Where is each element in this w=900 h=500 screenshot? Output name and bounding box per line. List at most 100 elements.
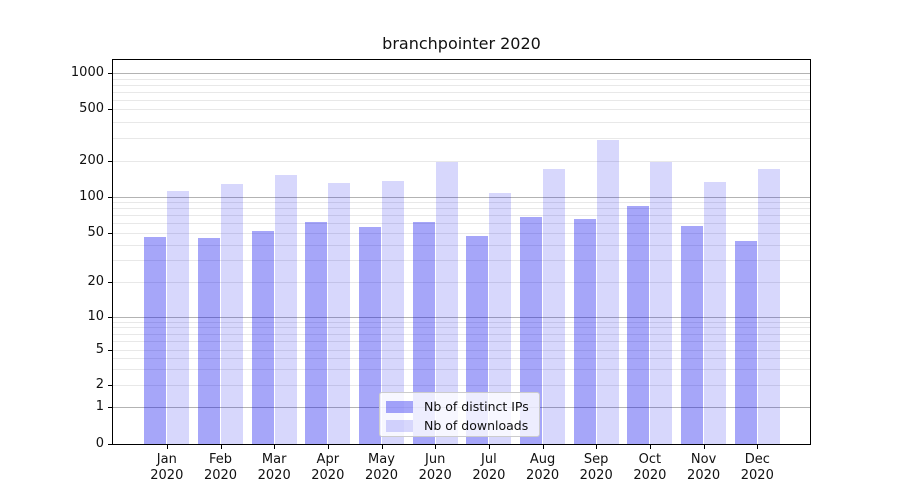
y-tick-200 bbox=[108, 161, 112, 162]
legend-label-downloads: Nb of downloads bbox=[424, 418, 529, 433]
y-tick-label-0: 0 bbox=[95, 436, 104, 451]
bar-downloads-nov bbox=[704, 181, 727, 444]
minor-gridline-800 bbox=[113, 84, 810, 86]
minor-gridline-5 bbox=[113, 349, 810, 351]
minor-gridline-7 bbox=[113, 333, 810, 335]
x-tick-year-apr: 2020 bbox=[311, 467, 345, 483]
x-tick-feb bbox=[220, 445, 222, 449]
y-tick-100 bbox=[108, 196, 112, 198]
y-tick-1 bbox=[108, 407, 112, 409]
x-tick-sep bbox=[596, 445, 598, 449]
x-tick-label-jul: Jul 2020 bbox=[459, 452, 519, 483]
minor-gridline-4 bbox=[113, 358, 810, 360]
bar-distinct-ips-apr bbox=[305, 221, 328, 444]
minor-gridline-600 bbox=[113, 99, 810, 101]
bar-downloads-apr bbox=[328, 182, 351, 444]
y-tick-label-500: 500 bbox=[79, 101, 104, 117]
x-tick-oct bbox=[649, 445, 651, 449]
minor-gridline-9 bbox=[113, 321, 810, 323]
x-tick-nov bbox=[703, 445, 705, 449]
x-tick-label-nov: Nov 2020 bbox=[674, 452, 734, 483]
minor-gridline-500 bbox=[113, 109, 810, 111]
x-tick-label-jun: Jun 2020 bbox=[405, 452, 465, 483]
y-tick-label-5: 5 bbox=[95, 341, 104, 357]
bar-downloads-jan bbox=[167, 190, 190, 444]
bar-downloads-may bbox=[382, 180, 404, 444]
x-tick-jun bbox=[435, 445, 437, 449]
minor-gridline-200 bbox=[113, 161, 810, 162]
x-tick-aug bbox=[542, 445, 544, 449]
x-tick-mar bbox=[274, 445, 276, 449]
x-tick-year-jan: 2020 bbox=[150, 467, 184, 483]
x-tick-label-aug: Aug 2020 bbox=[513, 452, 573, 483]
x-tick-year-aug: 2020 bbox=[526, 467, 560, 483]
x-tick-year-may: 2020 bbox=[364, 467, 399, 483]
bar-distinct-ips-feb bbox=[198, 238, 220, 444]
x-tick-apr bbox=[327, 445, 329, 449]
minor-gridline-50 bbox=[113, 232, 810, 234]
bar-distinct-ips-jun bbox=[412, 221, 435, 444]
y-tick-10 bbox=[108, 316, 112, 318]
x-tick-dec bbox=[757, 445, 759, 449]
bar-downloads-jul bbox=[489, 193, 512, 444]
bar-distinct-ips-dec bbox=[734, 240, 757, 444]
major-gridline-1000 bbox=[113, 73, 810, 75]
y-tick-label-100: 100 bbox=[79, 188, 104, 204]
x-tick-year-sep: 2020 bbox=[579, 467, 613, 483]
y-tick-label-10: 10 bbox=[87, 308, 104, 324]
minor-gridline-400 bbox=[113, 121, 810, 123]
bar-downloads-feb bbox=[221, 184, 243, 444]
x-tick-year-feb: 2020 bbox=[203, 467, 238, 483]
y-tick-0 bbox=[108, 444, 112, 445]
minor-gridline-8 bbox=[113, 327, 810, 329]
x-tick-year-oct: 2020 bbox=[633, 467, 667, 483]
major-gridline-10 bbox=[113, 316, 810, 318]
x-tick-label-dec: Dec 2020 bbox=[727, 452, 787, 483]
legend-swatch-downloads bbox=[386, 419, 413, 432]
minor-gridline-40 bbox=[113, 244, 810, 246]
bar-distinct-ips-nov bbox=[681, 225, 704, 444]
minor-gridline-6 bbox=[113, 340, 810, 342]
minor-gridline-80 bbox=[113, 208, 810, 210]
x-tick-label-may: May 2020 bbox=[352, 452, 412, 483]
x-tick-year-jun: 2020 bbox=[418, 467, 452, 483]
y-tick-label-20: 20 bbox=[87, 273, 104, 289]
y-tick-1000 bbox=[108, 73, 112, 75]
x-tick-label-feb: Feb 2020 bbox=[191, 452, 251, 483]
minor-gridline-90 bbox=[113, 202, 810, 204]
bar-downloads-jun bbox=[435, 162, 458, 444]
bar-distinct-ips-mar bbox=[251, 230, 274, 444]
minor-gridline-60 bbox=[113, 223, 810, 225]
bar-distinct-ips-aug bbox=[520, 216, 543, 444]
x-tick-label-sep: Sep 2020 bbox=[566, 452, 626, 483]
y-tick-2 bbox=[108, 385, 112, 386]
x-tick-jul bbox=[488, 445, 490, 449]
y-tick-500 bbox=[108, 109, 112, 111]
y-tick-label-50: 50 bbox=[87, 224, 104, 240]
minor-gridline-30 bbox=[113, 260, 810, 261]
bar-downloads-dec bbox=[757, 169, 780, 444]
major-gridline-100 bbox=[113, 196, 810, 198]
legend-item-distinct-ips: Nb of distinct IPs bbox=[380, 397, 539, 416]
bar-distinct-ips-sep bbox=[573, 219, 596, 444]
bar-distinct-ips-jan bbox=[144, 237, 167, 444]
legend: Nb of distinct IPs Nb of downloads bbox=[379, 392, 540, 437]
x-tick-label-oct: Oct 2020 bbox=[620, 452, 680, 483]
legend-swatch-distinct-ips bbox=[386, 400, 413, 413]
x-tick-may bbox=[381, 445, 383, 449]
bar-distinct-ips-may bbox=[359, 226, 381, 444]
x-tick-year-nov: 2020 bbox=[687, 467, 721, 483]
minor-gridline-300 bbox=[113, 138, 810, 140]
minor-gridline-700 bbox=[113, 91, 810, 93]
x-tick-label-mar: Mar 2020 bbox=[244, 452, 304, 483]
x-tick-jan bbox=[166, 445, 168, 449]
x-tick-label-jan: Jan 2020 bbox=[137, 452, 197, 483]
minor-gridline-2 bbox=[113, 385, 810, 386]
legend-label-distinct-ips: Nb of distinct IPs bbox=[424, 399, 529, 414]
bar-downloads-oct bbox=[650, 162, 673, 444]
y-tick-label-2: 2 bbox=[95, 377, 104, 392]
bar-downloads-sep bbox=[596, 140, 619, 444]
x-tick-label-apr: Apr 2020 bbox=[298, 452, 358, 483]
y-tick-50 bbox=[108, 232, 112, 234]
